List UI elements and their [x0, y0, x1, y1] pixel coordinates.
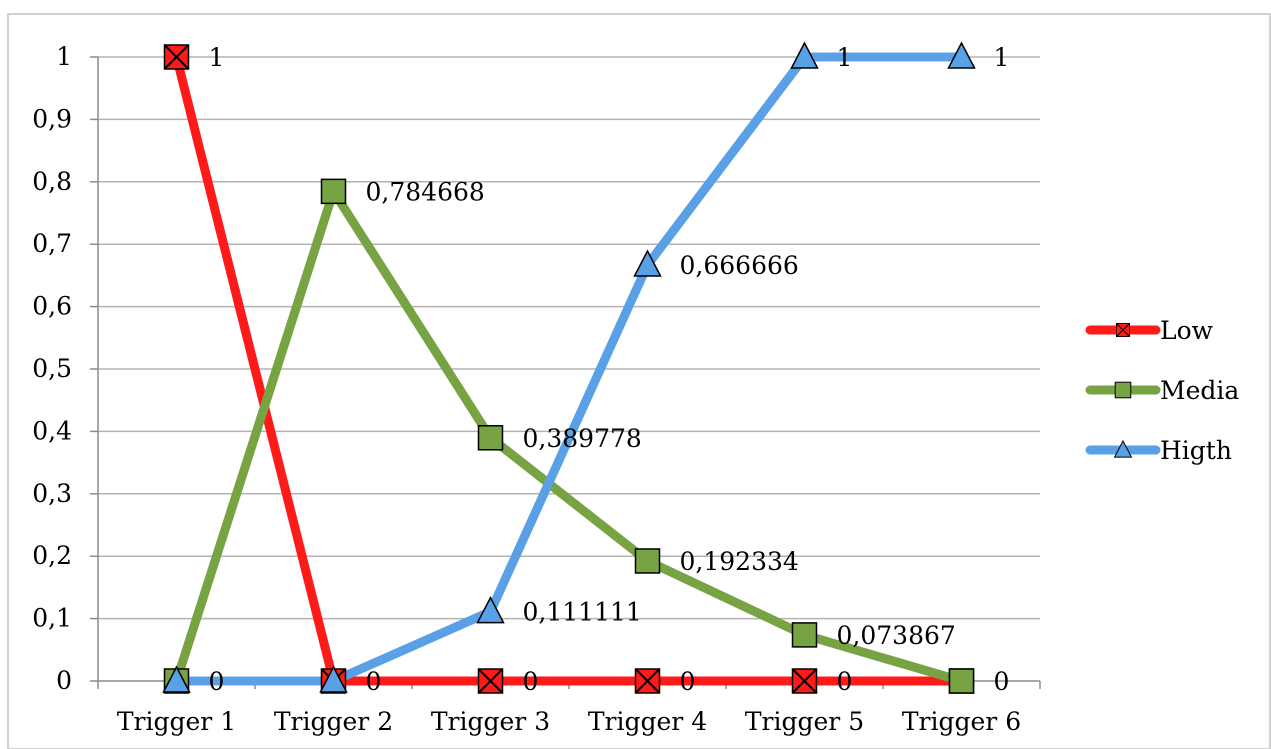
legend-item-higth: Higth	[1085, 436, 1232, 465]
data-label-media: 0,389778	[523, 424, 642, 453]
marker-cross	[163, 44, 190, 70]
data-label-higth: 1	[994, 43, 1010, 72]
y-tick-label: 0,8	[32, 167, 72, 196]
chart-border	[7, 13, 1271, 749]
axes: 0 0,1 0,2 0,3 0,4 0,5 0,6 0,7 0,8 0,9 1 Trigger 1 Tr…	[32, 42, 1041, 736]
y-tick-label: 0,2	[32, 541, 72, 570]
data-label-higth: 1	[837, 43, 853, 72]
legend: Low Media Higth	[1085, 316, 1239, 465]
y-tick-label: 0,9	[32, 104, 72, 133]
point-higth	[633, 249, 662, 277]
y-tick-label: 0,6	[32, 292, 72, 321]
y-tick-label: 0,3	[32, 479, 72, 508]
data-label-low: 0	[680, 667, 696, 696]
marker-cross	[1116, 323, 1130, 337]
y-tick-label: 0,1	[32, 604, 72, 633]
y-tick-label: 0,7	[32, 229, 72, 258]
x-tick-label: Trigger 6	[902, 707, 1021, 736]
legend-marker	[1115, 322, 1131, 338]
data-label-higth: 0,666666	[680, 251, 799, 280]
point-media	[948, 668, 975, 694]
legend-label-media: Media	[1160, 376, 1239, 405]
y-tick-label: 0,4	[32, 416, 72, 445]
data-labels: 1 0 0 0 0,784668 0,389778 0,192334 0,073867 0 0 0 0…	[209, 43, 1010, 696]
gridlines	[98, 56, 1040, 620]
point-low	[477, 668, 504, 694]
data-label-media: 0,192334	[680, 547, 799, 576]
point-higth	[790, 41, 819, 69]
data-label-low: 0	[837, 667, 853, 696]
point-higth	[947, 41, 976, 69]
legend-marker	[1113, 439, 1133, 458]
legend-label-low: Low	[1160, 316, 1214, 345]
data-label-low: 0	[523, 667, 539, 696]
point-higth	[162, 665, 191, 693]
point-low	[791, 668, 818, 694]
data-label-higth: 0	[366, 667, 382, 696]
y-tick-label: 0,5	[32, 354, 72, 383]
legend-item-media: Media	[1085, 376, 1239, 405]
legend-marker	[1114, 381, 1132, 399]
series-line-media	[172, 186, 966, 686]
point-low	[634, 668, 661, 694]
marker-cross	[634, 668, 661, 694]
point-higth	[319, 665, 348, 693]
x-tick-label: Trigger 2	[274, 707, 393, 736]
series-group	[162, 41, 976, 694]
marker-cross	[477, 668, 504, 694]
point-low	[163, 44, 190, 70]
legend-item-low: Low	[1085, 316, 1214, 345]
data-label-media: 0	[994, 667, 1010, 696]
point-media	[320, 178, 347, 205]
marker-cross	[791, 668, 818, 694]
y-tick-label: 0	[56, 666, 72, 695]
y-tick-label: 1	[56, 42, 72, 71]
data-label-media: 0,784668	[366, 177, 485, 206]
data-label-low: 1	[209, 43, 225, 72]
series-line-low	[172, 52, 966, 686]
data-label-media: 0,073867	[837, 621, 956, 650]
series-line-higth	[172, 52, 966, 686]
point-media	[791, 622, 818, 648]
data-label-higth: 0,111111	[523, 598, 642, 627]
point-media	[634, 548, 661, 574]
point-media	[477, 425, 504, 451]
x-tick-label: Trigger 5	[745, 707, 864, 736]
data-label-higth: 0	[209, 667, 225, 696]
x-tick-label: Trigger 1	[117, 707, 236, 736]
x-tick-label: Trigger 3	[431, 707, 550, 736]
x-tick-label: Trigger 4	[588, 707, 707, 736]
legend-label-higth: Higth	[1160, 436, 1232, 465]
point-higth	[476, 596, 505, 624]
